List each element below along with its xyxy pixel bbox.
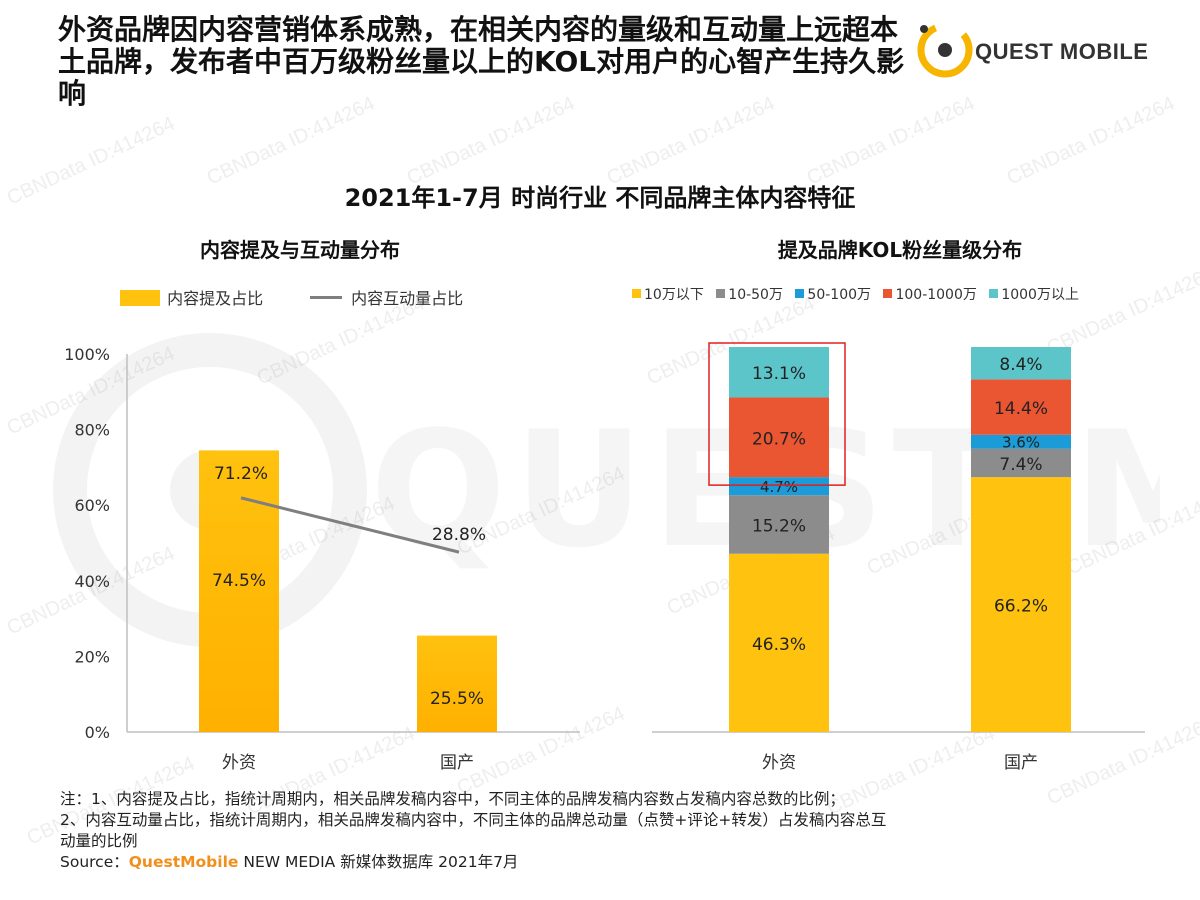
stack-segment-2 (729, 477, 829, 496)
stack-segment-label: 8.4% (999, 355, 1042, 375)
questmobile-logo-icon (917, 22, 973, 78)
stack-segment-label: 3.6% (1002, 434, 1040, 452)
line-interactions-label: 71.2% (214, 464, 268, 484)
legend-item-100k-500k: 10-50万 (716, 284, 783, 304)
legend-label-over-10m: 1000万以上 (1001, 287, 1079, 303)
stack-segment-4 (729, 347, 829, 398)
stack-segment-2 (971, 434, 1071, 449)
line-interactions (240, 496, 460, 554)
legend-item-under-100k: 10万以下 (632, 284, 704, 304)
legend-item-over-10m: 1000万以上 (989, 284, 1079, 304)
left-y-tick-label: 0% (85, 723, 110, 742)
right-x-tick-label: 外资 (762, 753, 796, 773)
legend-swatch-interactions (310, 296, 342, 299)
headline: 外资品牌因内容营销体系成熟，在相关内容的量级和互动量上远超本土品牌，发布者中百万… (58, 13, 905, 110)
highlight-box (708, 342, 846, 486)
right-x-tick-label: 国产 (1004, 753, 1038, 773)
legend-swatch-mentions (120, 290, 160, 306)
legend-label-mentions: 内容提及占比 (167, 289, 264, 308)
bar-mentions-label: 25.5% (430, 689, 484, 709)
stack-segment-label: 46.3% (752, 635, 806, 655)
left-x-tick-label: 国产 (440, 753, 474, 773)
stack-segment-0 (971, 477, 1071, 732)
left-x-tick-label: 外资 (222, 753, 256, 773)
right-legend: 10万以下 10-50万 50-100万 100-1000万 1000万以上 (632, 284, 1087, 304)
stack-segment-label: 7.4% (999, 455, 1042, 475)
stack-segment-0 (729, 553, 829, 732)
stack-segment-label: 14.4% (994, 399, 1048, 419)
footnotes: 注：1、内容提及占比，指统计周期内，相关品牌发稿内容中，不同主体的品牌发稿内容数… (60, 789, 1160, 873)
stack-segment-4 (971, 347, 1071, 380)
note-line-1: 注：1、内容提及占比，指统计周期内，相关品牌发稿内容中，不同主体的品牌发稿内容数… (60, 790, 845, 808)
left-y-tick-label: 80% (74, 421, 110, 440)
left-y-tick-label: 100% (64, 345, 110, 364)
bar-mentions-label: 74.5% (212, 571, 266, 591)
left-y-tick-label: 20% (74, 647, 110, 666)
left-y-tick-label: 40% (74, 572, 110, 591)
legend-label-1m-10m: 100-1000万 (895, 287, 977, 303)
right-chart: 46.3% 15.2% 4.7% 20.7% 13.1% 外资 66.2% 7.4% 3.6% 1… (652, 342, 1145, 773)
stack-segment-1 (729, 495, 829, 554)
main-title: 2021年1-7月 时尚行业 不同品牌主体内容特征 (344, 184, 856, 212)
bar-mentions-1 (417, 635, 497, 732)
stack-segment-1 (971, 448, 1071, 478)
bar-mentions-0 (199, 450, 279, 732)
source-line: Source：QuestMobile NEW MEDIA 新媒体数据库 2021… (60, 852, 1160, 873)
stack-segment-label: 66.2% (994, 597, 1048, 617)
left-chart-title: 内容提及与互动量分布 (200, 238, 400, 262)
left-y-tick-label: 60% (74, 496, 110, 515)
stack-segment-3 (971, 379, 1071, 435)
note-line-3: 动量的比例 (60, 832, 138, 850)
stack-segment-label: 13.1% (752, 364, 806, 384)
watermark-text: CBNData ID:414264 (1003, 92, 1179, 190)
left-chart: 0% 20% 40% 60% 80% 100% 74.5% 外资 25.5% 国产 71.2% 28.… (64, 345, 580, 773)
legend-label-100k-500k: 10-50万 (728, 287, 783, 303)
legend-label-500k-1m: 50-100万 (807, 287, 872, 303)
legend-item-500k-1m: 50-100万 (795, 284, 871, 304)
legend-label-interactions: 内容互动量占比 (351, 289, 464, 308)
source-label: Source： (60, 853, 129, 871)
stack-segment-label: 20.7% (752, 429, 806, 449)
logo-text: QUEST MOBILE (975, 39, 1149, 64)
right-chart-title: 提及品牌KOL粉丝量级分布 (777, 238, 1023, 262)
line-interactions-label: 28.8% (432, 525, 486, 545)
legend-label-under-100k: 10万以下 (644, 287, 704, 303)
stack-segment-3 (729, 397, 829, 478)
stack-segment-label: 4.7% (760, 478, 798, 496)
legend-item-1m-10m: 100-1000万 (883, 284, 977, 304)
note-line-2: 2、内容互动量占比，指统计周期内，相关品牌发稿内容中，不同主体的品牌总动量（点赞… (60, 811, 887, 829)
source-rest: NEW MEDIA 新媒体数据库 2021年7月 (238, 853, 519, 871)
stack-segment-label: 15.2% (752, 516, 806, 536)
source-brand: QuestMobile (128, 853, 239, 871)
